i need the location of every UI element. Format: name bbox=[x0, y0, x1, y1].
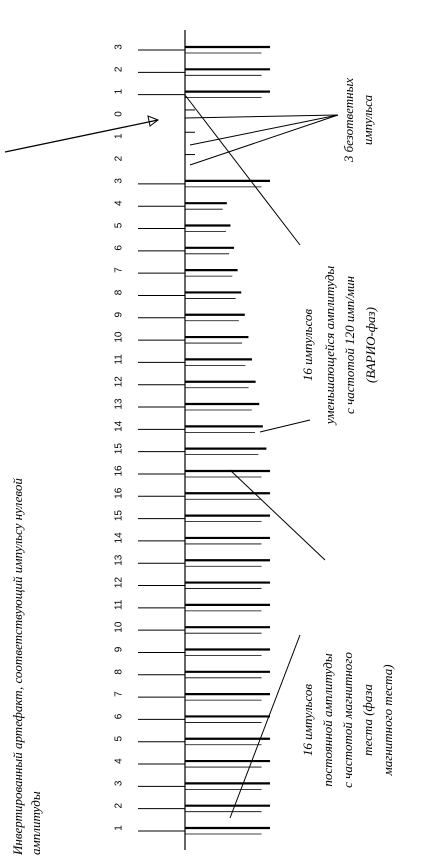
pointer bbox=[184, 94, 301, 246]
annotation-magnet-phase: теста (фаза bbox=[360, 684, 375, 756]
annotation-vario-phase: 16 импульсов bbox=[300, 309, 315, 381]
pulse-number: 6 bbox=[114, 245, 125, 251]
pulse-number: 2 bbox=[114, 802, 125, 808]
annotation-vario-phase: (ВАРИО-фаз) bbox=[363, 307, 378, 383]
arrowhead bbox=[147, 115, 160, 127]
pulse-number: 3 bbox=[114, 178, 125, 184]
waveform bbox=[138, 30, 270, 850]
pulse-number: 14 bbox=[114, 420, 125, 432]
pulse-number: 2 bbox=[114, 66, 125, 72]
pulse-number: 11 bbox=[114, 599, 125, 610]
pulse-number: 10 bbox=[114, 331, 125, 343]
annotation-magnet-phase: постоянной амплитуды bbox=[320, 653, 335, 787]
pulse-number: 8 bbox=[114, 669, 125, 675]
pointer bbox=[189, 114, 339, 146]
pulse-number: 1 bbox=[114, 825, 125, 831]
pulse-number: 0 bbox=[114, 111, 125, 117]
pointer bbox=[189, 114, 339, 166]
pulse-number: 13 bbox=[114, 398, 125, 410]
pulse-number: 12 bbox=[114, 577, 125, 589]
annotation-unanswered: импульса bbox=[360, 94, 375, 145]
arrow bbox=[4, 119, 159, 153]
pulse-number: 8 bbox=[114, 289, 125, 295]
pulse-number: 9 bbox=[114, 312, 125, 318]
pointer bbox=[184, 114, 339, 119]
pulse-number: 7 bbox=[114, 267, 125, 273]
annotation-vario-phase: уменьшающейся амплитуды bbox=[322, 266, 337, 427]
pulse-number: 14 bbox=[114, 532, 125, 544]
pulse-number: 12 bbox=[114, 376, 125, 388]
pulse-number: 1 bbox=[114, 88, 125, 94]
pulse-number: 9 bbox=[114, 646, 125, 652]
annotation-inverted-artifact: Инвертированный артефакт, соответствующи… bbox=[10, 478, 25, 856]
annotation-magnet-phase: магнитного теста) bbox=[380, 664, 395, 776]
pulse-number: 3 bbox=[114, 44, 125, 50]
pulse-number: 1 bbox=[114, 133, 125, 139]
pulse-number: 11 bbox=[114, 354, 125, 365]
pulse-number: 16 bbox=[114, 487, 125, 499]
annotation-magnet-phase: 16 импульсов bbox=[300, 684, 315, 756]
pulse-number: 15 bbox=[114, 443, 125, 455]
pulse-numbers: 3210123456789101112131415161615141312111… bbox=[114, 44, 125, 831]
pulse-number: 7 bbox=[114, 691, 125, 697]
annotation-magnet-phase: с частотой магнитного bbox=[340, 652, 355, 788]
pulse-number: 5 bbox=[114, 222, 125, 228]
annotations: Инвертированный артефакт, соответствующи… bbox=[10, 78, 395, 856]
pointer bbox=[229, 469, 326, 561]
pulse-number: 4 bbox=[114, 758, 125, 764]
pointer bbox=[259, 419, 311, 433]
annotation-unanswered: 3 безответных bbox=[341, 78, 356, 164]
annotation-inverted-artifact: амплитуды bbox=[28, 791, 43, 855]
pulse-number: 6 bbox=[114, 713, 125, 719]
pulse-number: 3 bbox=[114, 780, 125, 786]
pulse-number: 15 bbox=[114, 510, 125, 522]
pulse-number: 2 bbox=[114, 155, 125, 161]
pulse-number: 10 bbox=[114, 621, 125, 633]
pointer bbox=[229, 634, 301, 819]
pulse-number: 5 bbox=[114, 736, 125, 742]
pulse-number: 4 bbox=[114, 200, 125, 206]
pulse-number: 13 bbox=[114, 554, 125, 566]
pulse-number: 16 bbox=[114, 465, 125, 477]
annotation-vario-phase: с частотой 120 имп/мин bbox=[342, 276, 357, 414]
